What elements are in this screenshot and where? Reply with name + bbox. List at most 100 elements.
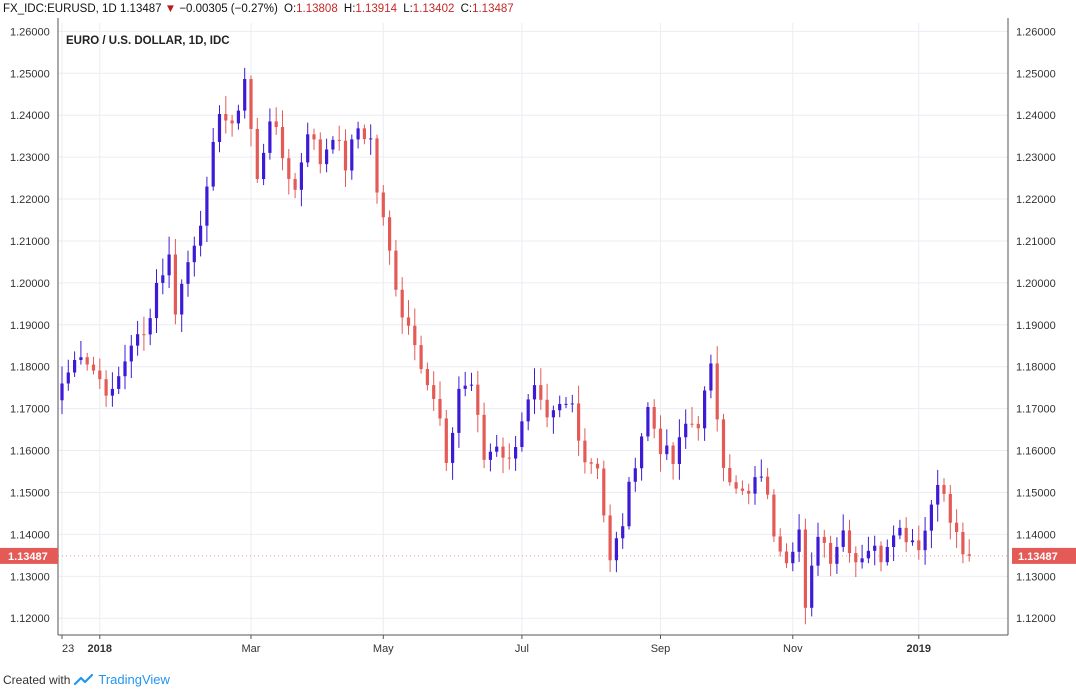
candle (532, 368, 537, 414)
current-price-tag (1012, 547, 1076, 564)
candle-body (816, 536, 820, 566)
candle-body (595, 463, 600, 469)
time-axis[interactable]: 23 2018 Mar May Jul Sep Nov 2019 (62, 643, 931, 655)
y-tick-label: 1.26000 (1016, 26, 1056, 38)
candle (136, 320, 140, 356)
created-with-text: Created with (3, 673, 71, 687)
candle-body (728, 467, 732, 483)
chart-frame (57, 18, 1009, 639)
candle-body (873, 545, 877, 551)
candle-body (633, 468, 637, 482)
candle-body (904, 527, 908, 543)
candle-body (394, 250, 398, 290)
candle (778, 528, 782, 557)
candle (608, 504, 612, 572)
candle (211, 128, 215, 191)
candle-body (66, 372, 70, 384)
candle (318, 132, 322, 174)
candle (879, 541, 883, 572)
candle (759, 459, 763, 482)
candle-body (199, 225, 203, 246)
candle-body (671, 445, 675, 464)
candle (66, 359, 70, 391)
candle (797, 514, 801, 562)
y-tick-label: 1.14000 (1016, 529, 1056, 541)
y-tick-label: 1.22000 (1016, 194, 1056, 206)
candle-body (318, 139, 322, 165)
x-tick-label: 2019 (907, 643, 931, 655)
candle-body (444, 418, 448, 463)
candle (117, 366, 121, 395)
candle (123, 344, 127, 390)
tradingview-brand[interactable]: TradingView (98, 672, 170, 687)
candle-body (608, 515, 612, 561)
candle-body (564, 403, 568, 405)
candle (860, 544, 864, 569)
candle (684, 409, 688, 449)
candle-body (249, 79, 253, 129)
candle (715, 346, 719, 432)
candle (910, 528, 915, 546)
candle (268, 108, 272, 160)
candle (703, 386, 707, 441)
candle (463, 371, 467, 397)
candle (274, 107, 278, 135)
x-tick-label: May (373, 643, 394, 655)
candle-body (369, 138, 373, 140)
candle-body (621, 526, 625, 539)
candle (734, 475, 738, 494)
candle (955, 509, 959, 549)
price-axis[interactable]: 1.26000 1.26000 1.25000 1.25000 1.24000 1.240… (0, 26, 1076, 625)
candle (98, 358, 102, 389)
candle-body (520, 421, 524, 448)
last-price: 1.13487 (119, 3, 162, 15)
candle-body (665, 445, 669, 455)
candle (394, 240, 398, 297)
candle-body (967, 554, 971, 556)
candle (816, 522, 820, 576)
candle (306, 122, 310, 168)
candle (677, 419, 681, 480)
candle-body (192, 245, 196, 263)
open-label: O: (284, 3, 297, 15)
y-tick-label: 1.16000 (1016, 446, 1056, 458)
candle-body (110, 388, 114, 396)
y-tick-label: 1.21000 (10, 236, 50, 248)
candle-body (955, 522, 959, 532)
candle (602, 460, 606, 523)
candle (413, 308, 417, 361)
candle (161, 258, 165, 295)
candle-body (287, 158, 291, 179)
candle (740, 480, 744, 496)
y-tick-label: 1.13000 (10, 571, 50, 583)
candle-body (942, 484, 946, 494)
candle (696, 415, 700, 441)
candle-body (614, 538, 618, 561)
candle (621, 513, 625, 549)
candle-body (425, 368, 429, 386)
candle-body (388, 217, 392, 251)
candle (438, 381, 442, 426)
candle-body (356, 128, 360, 140)
candle-body (577, 403, 581, 441)
candle (230, 114, 234, 137)
candle-body (343, 140, 348, 171)
candlestick-chart[interactable]: 1.26000 1.26000 1.25000 1.25000 1.24000 1.240… (0, 18, 1076, 658)
candle-body (514, 447, 518, 459)
candle (558, 395, 562, 418)
symbol-name[interactable]: FX_IDC:EURUSD, 1D (3, 3, 117, 15)
y-tick-label: 1.22000 (10, 194, 50, 206)
candle-body (501, 446, 505, 458)
candle (835, 537, 839, 574)
low-label: L: (403, 3, 413, 15)
candle-body (299, 162, 303, 190)
y-tick-label: 1.16000 (10, 446, 50, 458)
candle-body (432, 385, 436, 399)
candle-body (784, 551, 789, 564)
candle-body (325, 149, 329, 165)
candle (400, 277, 404, 334)
candle (709, 354, 713, 399)
x-tick-label: Mar (242, 643, 261, 655)
candle (942, 478, 946, 502)
candle (192, 236, 196, 277)
